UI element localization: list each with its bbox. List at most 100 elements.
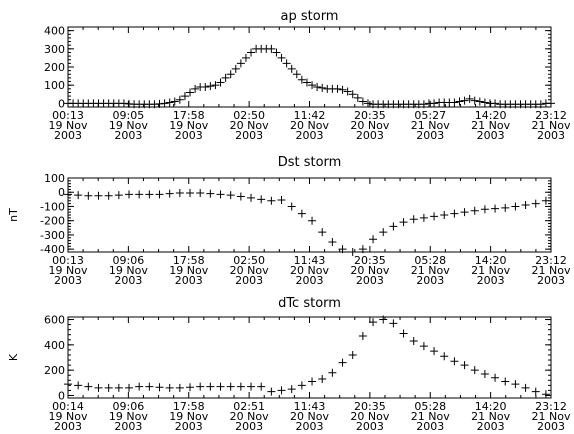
data-point [165, 383, 174, 392]
x-tick-label-time: 11:43 [294, 254, 326, 267]
data-point [165, 189, 174, 198]
x-tick-label-year: 2003 [296, 420, 324, 433]
data-point [358, 245, 367, 254]
x-tick-label-time: 17:58 [173, 109, 205, 122]
data-point [186, 188, 195, 197]
data-point [211, 81, 220, 90]
x-tick-label-date: 19 Nov [49, 264, 88, 277]
data-point [155, 99, 164, 108]
data-point [180, 92, 189, 101]
data-point [308, 377, 317, 386]
data-point [196, 382, 205, 391]
data-point [94, 191, 103, 200]
x-tick-label-year: 2003 [114, 274, 142, 287]
data-point [465, 94, 474, 103]
x-tick-label-date: 20 Nov [230, 119, 269, 132]
data-point [430, 99, 439, 108]
data-point [94, 383, 103, 392]
data-point [440, 352, 449, 361]
y-tick-label: -100 [40, 200, 65, 213]
x-tick-label-year: 2003 [54, 274, 82, 287]
data-point [475, 97, 484, 106]
plot-frame [67, 26, 552, 108]
x-tick-label-time: 00:13 [52, 254, 84, 267]
data-point [419, 342, 428, 351]
data-point [236, 59, 245, 68]
x-tick-label-date: 20 Nov [290, 119, 329, 132]
x-tick-label-date: 20 Nov [230, 410, 269, 423]
data-point [399, 218, 408, 227]
data-point [491, 99, 500, 108]
data-point [267, 44, 276, 53]
x-tick-label-date: 21 Nov [471, 264, 510, 277]
data-point [358, 97, 367, 106]
x-tick-label-time: 05:28 [414, 400, 446, 413]
data-point [419, 213, 428, 222]
data-point [221, 73, 230, 82]
data-point [455, 97, 464, 106]
data-point [541, 390, 550, 399]
y-tick-label: -300 [40, 229, 65, 242]
y-tick-label: 400 [44, 25, 65, 38]
data-point [104, 191, 113, 200]
data-point [175, 383, 184, 392]
data-point [470, 96, 479, 105]
data-point [175, 188, 184, 197]
y-tick-label: -200 [40, 215, 65, 228]
chart-title: Dst storm [278, 155, 342, 170]
data-point [226, 382, 235, 391]
data-point [460, 208, 469, 217]
data-point [547, 99, 555, 108]
data-point [206, 189, 215, 198]
x-tick-label-date: 21 Nov [532, 119, 571, 132]
data-point [297, 381, 306, 390]
data-point [277, 196, 286, 205]
data-point [104, 383, 113, 392]
data-point [247, 193, 256, 202]
y-tick-label: 300 [44, 43, 65, 56]
x-tick-label-year: 2003 [356, 274, 384, 287]
data-point [282, 59, 291, 68]
data-point [348, 350, 357, 359]
data-point [186, 88, 195, 97]
x-tick-label-year: 2003 [416, 129, 444, 142]
x-tick-label-date: 21 Nov [471, 119, 510, 132]
x-tick-label-year: 2003 [235, 274, 263, 287]
data-point [277, 53, 286, 62]
data-point [379, 228, 388, 237]
plot-frame [67, 177, 552, 253]
data-point [521, 201, 530, 210]
x-tick-label-date: 21 Nov [532, 264, 571, 277]
data-point [297, 209, 306, 218]
x-tick-label-date: 19 Nov [169, 264, 208, 277]
data-point [491, 373, 500, 382]
data-point [257, 382, 266, 391]
x-tick-label-time: 11:42 [294, 109, 326, 122]
data-point [267, 387, 276, 396]
data-point [389, 319, 398, 328]
data-point [145, 382, 154, 391]
data-point [450, 357, 459, 366]
x-tick-label-time: 00:13 [52, 109, 84, 122]
x-tick-label-date: 20 Nov [290, 410, 329, 423]
x-tick-label-year: 2003 [296, 129, 324, 142]
data-point [450, 98, 459, 107]
y-axis-label: nT [7, 208, 20, 222]
data-point [272, 48, 281, 57]
data-point [460, 96, 469, 105]
x-tick-label-date: 19 Nov [109, 119, 148, 132]
data-point [145, 190, 154, 199]
x-tick-label-time: 14:20 [475, 109, 507, 122]
x-tick-label-year: 2003 [537, 274, 565, 287]
data-point [338, 245, 347, 254]
x-tick-label-year: 2003 [175, 420, 203, 433]
x-tick-label-time: 05:28 [414, 254, 446, 267]
x-tick-label-date: 21 Nov [411, 410, 450, 423]
y-tick-label: 0 [58, 186, 65, 199]
data-point [135, 190, 144, 199]
x-tick-label-date: 21 Nov [471, 410, 510, 423]
x-tick-label-time: 14:20 [475, 254, 507, 267]
data-point [267, 196, 276, 205]
